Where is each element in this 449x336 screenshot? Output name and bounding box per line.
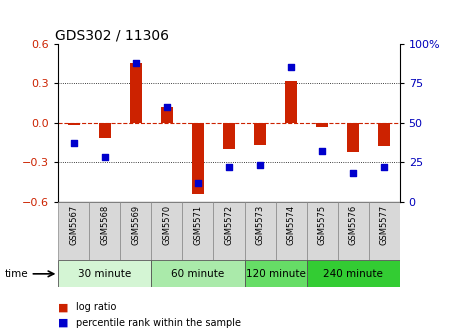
Point bbox=[380, 164, 387, 170]
Point bbox=[256, 163, 264, 168]
Bar bbox=[68, 123, 80, 125]
Bar bbox=[338, 202, 369, 260]
Bar bbox=[347, 123, 359, 152]
Bar bbox=[378, 123, 390, 146]
Text: GSM5569: GSM5569 bbox=[132, 205, 141, 245]
Text: GSM5570: GSM5570 bbox=[163, 205, 172, 245]
Bar bbox=[245, 260, 307, 287]
Text: GSM5567: GSM5567 bbox=[70, 205, 79, 245]
Text: GSM5568: GSM5568 bbox=[101, 205, 110, 245]
Text: 240 minute: 240 minute bbox=[323, 269, 383, 279]
Bar bbox=[58, 260, 151, 287]
Text: GSM5572: GSM5572 bbox=[224, 205, 233, 245]
Bar bbox=[245, 202, 276, 260]
Bar bbox=[151, 202, 182, 260]
Bar bbox=[120, 202, 151, 260]
Bar bbox=[99, 123, 111, 138]
Bar bbox=[316, 123, 328, 127]
Text: time: time bbox=[4, 269, 28, 279]
Bar bbox=[130, 64, 142, 123]
Text: GSM5573: GSM5573 bbox=[255, 205, 264, 245]
Point bbox=[225, 164, 233, 170]
Bar bbox=[182, 202, 213, 260]
Text: GDS302 / 11306: GDS302 / 11306 bbox=[55, 29, 169, 43]
Bar bbox=[223, 123, 235, 149]
Bar bbox=[89, 202, 120, 260]
Point bbox=[287, 65, 295, 70]
Bar bbox=[192, 123, 204, 194]
Text: GSM5571: GSM5571 bbox=[194, 205, 202, 245]
Point bbox=[132, 60, 140, 65]
Point bbox=[70, 140, 78, 146]
Bar bbox=[254, 123, 266, 145]
Point bbox=[349, 170, 357, 176]
Bar bbox=[307, 260, 400, 287]
Bar bbox=[151, 260, 245, 287]
Text: 30 minute: 30 minute bbox=[78, 269, 132, 279]
Text: GSM5577: GSM5577 bbox=[379, 205, 388, 245]
Text: GSM5574: GSM5574 bbox=[286, 205, 295, 245]
Bar bbox=[276, 202, 307, 260]
Point bbox=[163, 104, 171, 110]
Point bbox=[194, 180, 202, 185]
Bar bbox=[161, 107, 173, 123]
Point bbox=[318, 149, 326, 154]
Point bbox=[101, 155, 109, 160]
Text: log ratio: log ratio bbox=[76, 302, 117, 312]
Text: GSM5576: GSM5576 bbox=[348, 205, 357, 245]
Bar bbox=[285, 81, 297, 123]
Text: 120 minute: 120 minute bbox=[246, 269, 305, 279]
Text: GSM5575: GSM5575 bbox=[317, 205, 326, 245]
Bar bbox=[58, 202, 89, 260]
Text: percentile rank within the sample: percentile rank within the sample bbox=[76, 318, 241, 328]
Bar bbox=[307, 202, 338, 260]
Bar bbox=[213, 202, 245, 260]
Text: ■: ■ bbox=[58, 318, 69, 328]
Bar bbox=[369, 202, 400, 260]
Text: ■: ■ bbox=[58, 302, 69, 312]
Text: 60 minute: 60 minute bbox=[172, 269, 224, 279]
